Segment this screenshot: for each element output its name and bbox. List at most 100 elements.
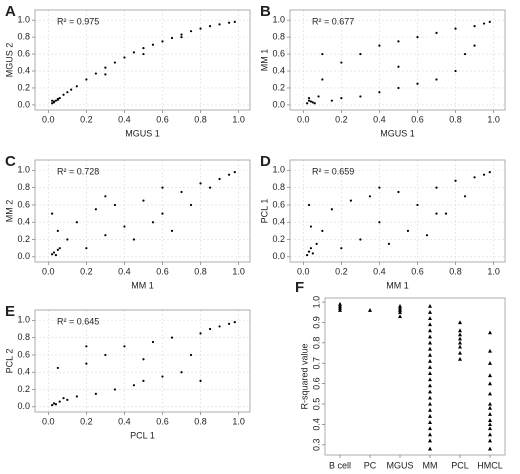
point: [317, 95, 320, 98]
point: [428, 371, 432, 376]
point: [428, 438, 432, 443]
x-tick-label: 0.2: [80, 114, 93, 124]
y-tick-label: 0.8: [272, 182, 285, 192]
point: [151, 43, 155, 46]
point: [51, 253, 54, 256]
point: [85, 362, 88, 365]
y-tick-label: 0.0: [272, 251, 285, 261]
point: [66, 238, 69, 241]
point: [488, 432, 492, 437]
plot-frame: [34, 309, 251, 413]
annotation: R² = 0.645: [57, 316, 99, 326]
point: [488, 373, 492, 378]
point: [51, 99, 54, 102]
point: [58, 400, 61, 403]
x-tick-label: B cell: [329, 460, 351, 470]
point: [208, 186, 212, 189]
x-tick-label: PC: [364, 460, 377, 470]
point: [208, 327, 212, 331]
point: [62, 93, 65, 96]
plot-frame: [34, 9, 251, 111]
point: [482, 22, 486, 25]
point: [56, 229, 59, 232]
x-tick-label: 1.0: [232, 416, 245, 426]
point: [454, 179, 457, 182]
x-tick-label: 0.6: [156, 416, 169, 426]
y-tick-label: 1.0: [17, 315, 30, 325]
point: [218, 177, 221, 181]
point: [428, 407, 432, 412]
point: [488, 405, 492, 410]
y-tick-label: 0.8: [272, 31, 285, 41]
point: [398, 308, 402, 312]
point: [189, 30, 193, 33]
point: [428, 328, 432, 333]
point: [94, 72, 97, 75]
point: [349, 199, 352, 202]
point: [199, 182, 202, 185]
point: [338, 301, 342, 306]
point: [428, 322, 432, 327]
point: [233, 321, 236, 324]
x-tick-label: 0.2: [335, 266, 348, 276]
point: [180, 371, 183, 374]
x-tick-label: 0.8: [449, 114, 462, 124]
point: [428, 359, 432, 363]
y-tick-label: 1.0: [311, 296, 321, 309]
point: [458, 320, 462, 325]
point: [227, 322, 231, 325]
point: [307, 203, 311, 207]
point: [227, 173, 231, 176]
point: [142, 52, 145, 56]
y-axis-label: R-squared value: [299, 343, 309, 409]
point: [51, 403, 54, 407]
point: [306, 253, 309, 257]
point: [75, 221, 78, 224]
point: [306, 102, 309, 105]
panel-label: F: [295, 279, 304, 296]
point: [428, 420, 432, 424]
y-tick-label: 0.6: [272, 48, 285, 58]
x-tick-label: 0.0: [42, 266, 55, 276]
panel-label: E: [5, 303, 15, 320]
point: [416, 203, 419, 207]
point: [488, 412, 492, 416]
point: [58, 97, 61, 100]
point: [428, 303, 432, 308]
point: [454, 69, 457, 73]
x-tick-label: 0.8: [194, 114, 207, 124]
point: [58, 247, 61, 250]
point: [458, 332, 462, 337]
point: [132, 238, 136, 241]
x-tick-label: MM: [423, 460, 438, 470]
point: [398, 310, 402, 314]
point: [161, 375, 164, 378]
point: [458, 336, 462, 341]
panel-label: D: [260, 153, 271, 170]
point: [340, 97, 343, 100]
point: [458, 344, 462, 349]
plot-frame: [34, 159, 251, 263]
point: [488, 438, 492, 443]
point: [488, 330, 492, 335]
y-tick-label: 0.2: [17, 384, 30, 394]
y-tick-label: 0.6: [272, 199, 285, 209]
point: [378, 44, 381, 47]
point: [309, 225, 313, 228]
point: [307, 250, 311, 253]
y-tick-label: 0.4: [311, 418, 321, 431]
point: [142, 358, 145, 361]
point: [321, 229, 324, 232]
point: [309, 247, 313, 250]
y-tick-label: 0.8: [17, 31, 30, 41]
y-tick-label: 1.0: [272, 165, 285, 175]
point: [488, 20, 491, 23]
point: [142, 47, 145, 50]
point: [378, 186, 381, 189]
point: [473, 44, 476, 47]
x-tick-label: 0.6: [156, 114, 169, 124]
plot-frame: [324, 297, 506, 456]
x-tick-label: 0.2: [335, 114, 348, 124]
point: [170, 36, 174, 40]
